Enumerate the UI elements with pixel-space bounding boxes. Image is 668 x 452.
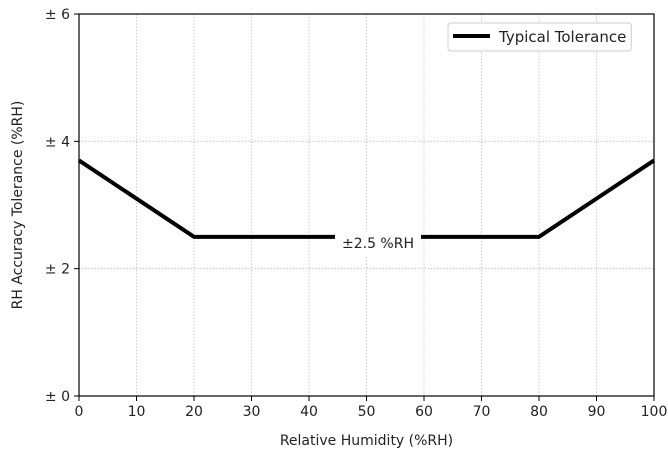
y-axis-label: RH Accuracy Tolerance (%RH) [10,101,26,310]
x-tick-label: 90 [588,404,606,420]
x-tick-label: 20 [185,404,203,420]
y-tick-label: ± 6 [45,7,70,23]
x-tick-label: 40 [300,404,318,420]
annotation-background [334,231,422,256]
x-tick-label: 0 [75,404,84,420]
y-tick-label: ± 4 [45,134,70,150]
x-tick-label: 80 [530,404,548,420]
annotation: ±2.5 %RH [334,231,422,256]
y-axis-ticks: ± 0 ± 2 ± 4 ± 6 [45,7,79,405]
x-tick-label: 10 [128,404,146,420]
legend-label: Typical Tolerance [498,28,626,46]
annotation-text: ±2.5 %RH [342,236,414,252]
x-tick-label: 30 [243,404,261,420]
annotation-layer: ±2.5 %RH [334,231,422,256]
plot-frame [78,13,655,397]
y-tick-label: ± 0 [45,389,70,405]
legend: Typical Tolerance [447,22,632,52]
x-tick-label: 60 [415,404,433,420]
x-axis-ticks: 0 10 20 30 40 50 60 70 80 90 100 [75,396,668,420]
x-axis-label: Relative Humidity (%RH) [280,433,453,449]
y-tick-label: ± 2 [45,262,70,278]
x-tick-label: 70 [473,404,491,420]
x-tick-label: 50 [358,404,376,420]
x-tick-label: 100 [641,404,668,420]
legend-box [447,22,632,52]
